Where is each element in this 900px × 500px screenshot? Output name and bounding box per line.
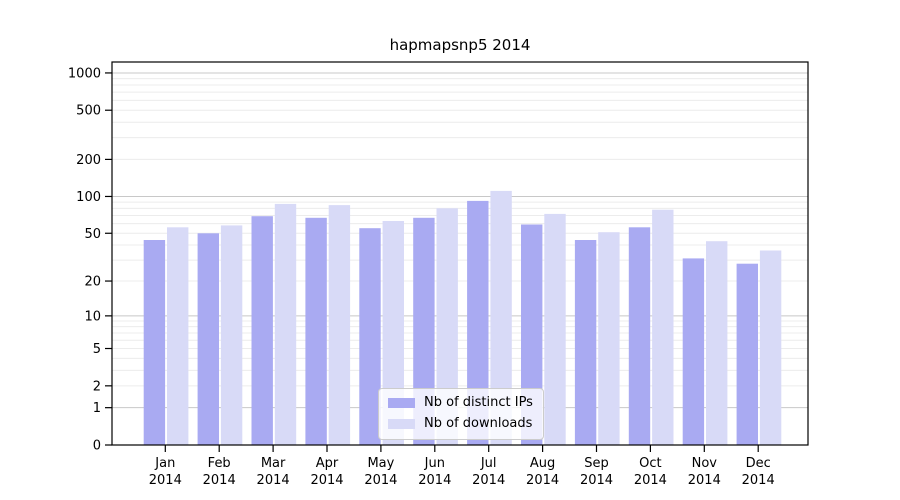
x-tick-label-month: Jan <box>154 456 175 471</box>
x-tick-label-year: 2014 <box>257 473 290 488</box>
x-tick-label-month: Apr <box>316 456 339 471</box>
chart-title: hapmapsnp5 2014 <box>389 36 531 54</box>
legend-label-distinct-ips: Nb of distinct IPs <box>424 395 533 410</box>
bar-downloads-jan <box>167 227 189 445</box>
legend-item-distinct-ips: Nb of distinct IPs <box>388 395 533 411</box>
bar-distinct-ips-oct <box>628 227 651 445</box>
bar-distinct-ips-feb <box>197 233 219 445</box>
bar-distinct-ips-mar <box>251 216 273 445</box>
bar-distinct-ips-jul <box>467 200 489 445</box>
bar-downloads-sep <box>598 232 620 445</box>
x-tick-label-year: 2014 <box>742 473 775 488</box>
legend-swatch-downloads-icon <box>388 419 415 429</box>
bar-downloads-oct <box>652 209 674 445</box>
x-tick-label-year: 2014 <box>149 473 182 488</box>
x-tick-label-month: Nov <box>692 456 718 471</box>
legend-swatch-distinct-ips-icon <box>388 398 415 408</box>
legend-item-downloads: Nb of downloads <box>388 416 533 432</box>
bar-downloads-aug <box>544 213 566 445</box>
y-tick-label: 2 <box>93 379 101 394</box>
bar-distinct-ips-sep <box>574 240 597 445</box>
bar-distinct-ips-may <box>359 228 381 445</box>
x-tick-label-year: 2014 <box>688 473 721 488</box>
x-tick-label-year: 2014 <box>203 473 236 488</box>
y-tick-label: 500 <box>76 104 101 119</box>
bar-distinct-ips-dec <box>736 263 758 445</box>
x-tick-label-year: 2014 <box>418 473 451 488</box>
bar-distinct-ips-nov <box>682 258 705 445</box>
legend: Nb of distinct IPs Nb of downloads <box>378 388 544 440</box>
x-tick-label-month: Feb <box>208 456 231 471</box>
y-tick-label: 1 <box>93 401 101 416</box>
y-tick-label: 1000 <box>68 66 101 81</box>
y-tick-label: 0 <box>93 439 101 454</box>
x-tick-label-month: Oct <box>639 456 661 471</box>
x-tick-label-year: 2014 <box>580 473 613 488</box>
y-tick-label: 5 <box>93 342 101 357</box>
plot-border <box>111 61 809 446</box>
x-tick-label-month: Dec <box>746 456 771 471</box>
x-tick-label-year: 2014 <box>310 473 343 488</box>
bar-downloads-apr <box>328 205 351 445</box>
bar-downloads-mar <box>274 203 297 445</box>
y-tick-label: 200 <box>76 153 101 168</box>
x-tick-label-year: 2014 <box>472 473 505 488</box>
x-tick-label-month: Jul <box>480 456 497 471</box>
x-tick-label-month: Aug <box>530 456 555 471</box>
bar-downloads-feb <box>220 225 243 445</box>
x-tick-label-year: 2014 <box>634 473 667 488</box>
bar-downloads-jun <box>436 208 458 445</box>
bar-downloads-dec <box>759 250 782 445</box>
bar-downloads-nov <box>706 241 728 445</box>
bar-distinct-ips-apr <box>305 217 327 445</box>
x-tick-label-month: May <box>367 456 394 471</box>
bar-distinct-ips-jan <box>143 240 166 445</box>
y-tick-label: 20 <box>84 275 101 290</box>
x-tick-label-month: Mar <box>261 456 286 471</box>
y-tick-label: 100 <box>76 190 101 205</box>
x-tick-label-month: Jun <box>424 456 445 471</box>
x-tick-label-year: 2014 <box>364 473 397 488</box>
bar-downloads-jul <box>490 190 512 445</box>
x-tick-label-year: 2014 <box>526 473 559 488</box>
x-tick-label-month: Sep <box>584 456 609 471</box>
y-tick-label: 10 <box>84 309 101 324</box>
y-tick-label: 50 <box>84 227 101 242</box>
legend-label-downloads: Nb of downloads <box>424 416 533 431</box>
